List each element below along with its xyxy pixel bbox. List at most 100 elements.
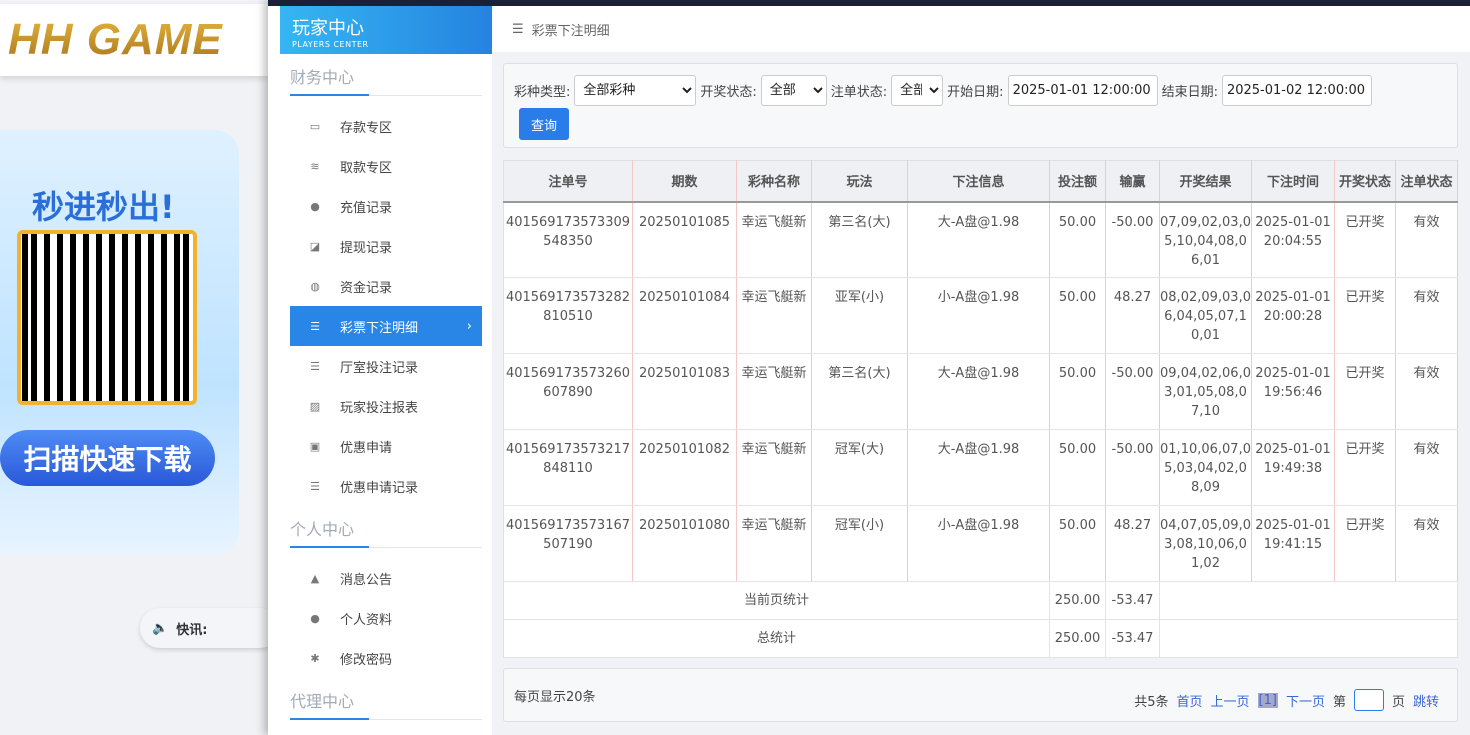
sidebar-item-label: 个人资料 <box>340 612 393 628</box>
table-cell: 401569173573309548350 <box>503 201 633 278</box>
table-cell: 大-A盘@1.98 <box>907 429 1050 506</box>
table-cell: 20250101085 <box>632 201 737 278</box>
sidebar-item-label: 彩票下注明细 <box>340 320 419 336</box>
sidebar-item[interactable]: ☰ 厅室投注记录 <box>290 346 482 386</box>
speaker-icon: 🔈 <box>152 620 169 636</box>
end-date-input[interactable] <box>1221 75 1372 106</box>
table-cell: 2025-01-01 19:41:15 <box>1251 505 1335 582</box>
download-button[interactable]: 扫描快速下载 <box>0 430 215 486</box>
table-cell: 小-A盘@1.98 <box>907 277 1050 354</box>
column-header: 注单状态 <box>1395 160 1458 203</box>
page-suffix: 页 <box>1391 694 1405 710</box>
sidebar-item-label: 厅室投注记录 <box>340 360 419 376</box>
sidebar-item-label: 资金记录 <box>340 280 393 296</box>
section-title: 个人中心 <box>290 516 482 548</box>
section-title: 代理中心 <box>290 688 482 720</box>
table-cell: 第三名(大) <box>811 201 908 278</box>
sidebar-item[interactable]: ◪ 提现记录 <box>290 226 482 266</box>
column-header: 输赢 <box>1105 160 1160 203</box>
qr-code <box>17 230 197 405</box>
sidebar-item[interactable]: ▲ 消息公告 <box>290 558 482 598</box>
table-row: 401569173573282810510 20250101084 幸运飞艇新 亚军(… <box>503 277 1458 354</box>
card-icon: ▭ <box>309 119 321 133</box>
table-row: 401569173573260607890 20250101083 幸运飞艇新 第三名… <box>503 353 1458 430</box>
sidebar-item[interactable]: ● 充值记录 <box>290 186 482 226</box>
summary-empty <box>1159 581 1458 620</box>
total-count: 共5条 <box>1134 694 1169 710</box>
sidebar-item-label: 取款专区 <box>340 160 393 176</box>
cash-icon: ≋ <box>310 159 320 173</box>
sidebar-item[interactable]: ✱ 修改密码 <box>290 638 482 678</box>
table-cell: 幸运飞艇新 <box>736 353 812 430</box>
sidebar-item-label: 优惠申请 <box>340 440 393 456</box>
money-bag-icon: ● <box>310 199 320 213</box>
table-cell: 冠军(小) <box>811 505 908 582</box>
column-header: 下注时间 <box>1251 160 1335 203</box>
table-cell: 401569173573260607890 <box>503 353 633 430</box>
bet-status-select[interactable]: 全部 <box>891 75 944 106</box>
table-cell: 2025-01-01 19:49:38 <box>1251 429 1335 506</box>
promo-banner: 秒进秒出! 扫描快速下载 <box>0 130 239 555</box>
sidebar-item[interactable]: ● 个人资料 <box>290 598 482 638</box>
start-date-input[interactable] <box>1007 75 1158 106</box>
funds-icon: ◍ <box>310 279 320 293</box>
next-page-link[interactable]: 下一页 <box>1285 694 1325 710</box>
jump-link[interactable]: 跳转 <box>1412 694 1439 710</box>
sidebar-item[interactable]: ▣ 优惠申请 <box>290 426 482 466</box>
table-cell: 48.27 <box>1105 505 1160 582</box>
page-number-input[interactable] <box>1353 689 1384 711</box>
sidebar-item-label: 存款专区 <box>340 120 393 136</box>
table-cell: 50.00 <box>1049 429 1106 506</box>
sidebar-item-label: 玩家投注报表 <box>340 400 419 416</box>
sidebar-item[interactable]: ▨ 玩家投注报表 <box>290 386 482 426</box>
table-cell: 2025-01-01 20:00:28 <box>1251 277 1335 354</box>
sidebar-item[interactable]: ▭ 存款专区 <box>290 106 482 146</box>
prev-page-link[interactable]: 上一页 <box>1210 694 1250 710</box>
table-cell: 已开奖 <box>1334 353 1396 430</box>
table-cell: 401569173573167507190 <box>503 505 633 582</box>
table-cell: 2025-01-01 20:04:55 <box>1251 201 1335 278</box>
table-cell: 04,07,05,09,03,08,10,06,01,02 <box>1159 505 1252 582</box>
table-cell: 20250101084 <box>632 277 737 354</box>
sidebar-item[interactable]: ☰ 彩票下注明细 › <box>290 306 482 346</box>
table-cell: -50.00 <box>1105 201 1160 278</box>
user-icon: ● <box>310 611 320 625</box>
breadcrumb: ☰ 彩票下注明细 <box>492 6 1470 52</box>
chevron-right-icon: › <box>466 318 472 334</box>
table-cell: 48.27 <box>1105 277 1160 354</box>
draw-status-select[interactable]: 全部 <box>760 75 827 106</box>
table-cell: 20250101083 <box>632 353 737 430</box>
first-page-link[interactable]: 首页 <box>1176 694 1203 710</box>
gear-icon: ✱ <box>310 651 320 665</box>
table-cell: 幸运飞艇新 <box>736 201 812 278</box>
table-cell: -50.00 <box>1105 429 1160 506</box>
table-cell: -50.00 <box>1105 353 1160 430</box>
table-cell: 亚军(小) <box>811 277 908 354</box>
table-cell: 有效 <box>1395 429 1458 506</box>
sidebar-item[interactable]: ☰ 优惠申请记录 <box>290 466 482 506</box>
lottery-type-select[interactable]: 全部彩种 <box>574 75 697 106</box>
table-cell: 01,10,06,07,05,03,04,02,08,09 <box>1159 429 1252 506</box>
table-cell: 2025-01-01 19:56:46 <box>1251 353 1335 430</box>
sidebar-item[interactable]: ◍ 资金记录 <box>290 266 482 306</box>
column-header: 期数 <box>632 160 737 203</box>
start-date-label: 开始日期: <box>947 85 1004 100</box>
table-cell: 已开奖 <box>1334 277 1396 354</box>
gift-icon: ▣ <box>309 439 321 453</box>
column-header: 彩种名称 <box>736 160 812 203</box>
promo-title: 秒进秒出! <box>32 188 175 226</box>
sidebar: 玩家中心 PLAYERS CENTER 财务中心 ▭ 存款专区 ≋ 取款专区 ● 充值记录 ◪… <box>280 6 492 735</box>
logo-text: HH GAME <box>8 15 223 64</box>
list-icon: ☰ <box>310 319 320 333</box>
list-icon: ☰ <box>310 359 320 373</box>
bet-table: 注单号 期数 彩种名称 玩法 下注信息 投注额 输赢 开奖结果 下注时间 开奖状态 注单状态 401… <box>503 160 1458 658</box>
grand-total-row: 总统计 250.00 -53.47 <box>503 619 1458 658</box>
menu-icon[interactable]: ☰ <box>512 21 524 37</box>
current-page[interactable]: [1] <box>1257 692 1278 708</box>
query-button[interactable]: 查询 <box>519 108 569 140</box>
sidebar-item-label: 提现记录 <box>340 240 393 256</box>
table-cell: 幸运飞艇新 <box>736 429 812 506</box>
sidebar-item[interactable]: ≋ 取款专区 <box>290 146 482 186</box>
end-date-label: 结束日期: <box>1161 85 1218 100</box>
table-cell: 50.00 <box>1049 505 1106 582</box>
